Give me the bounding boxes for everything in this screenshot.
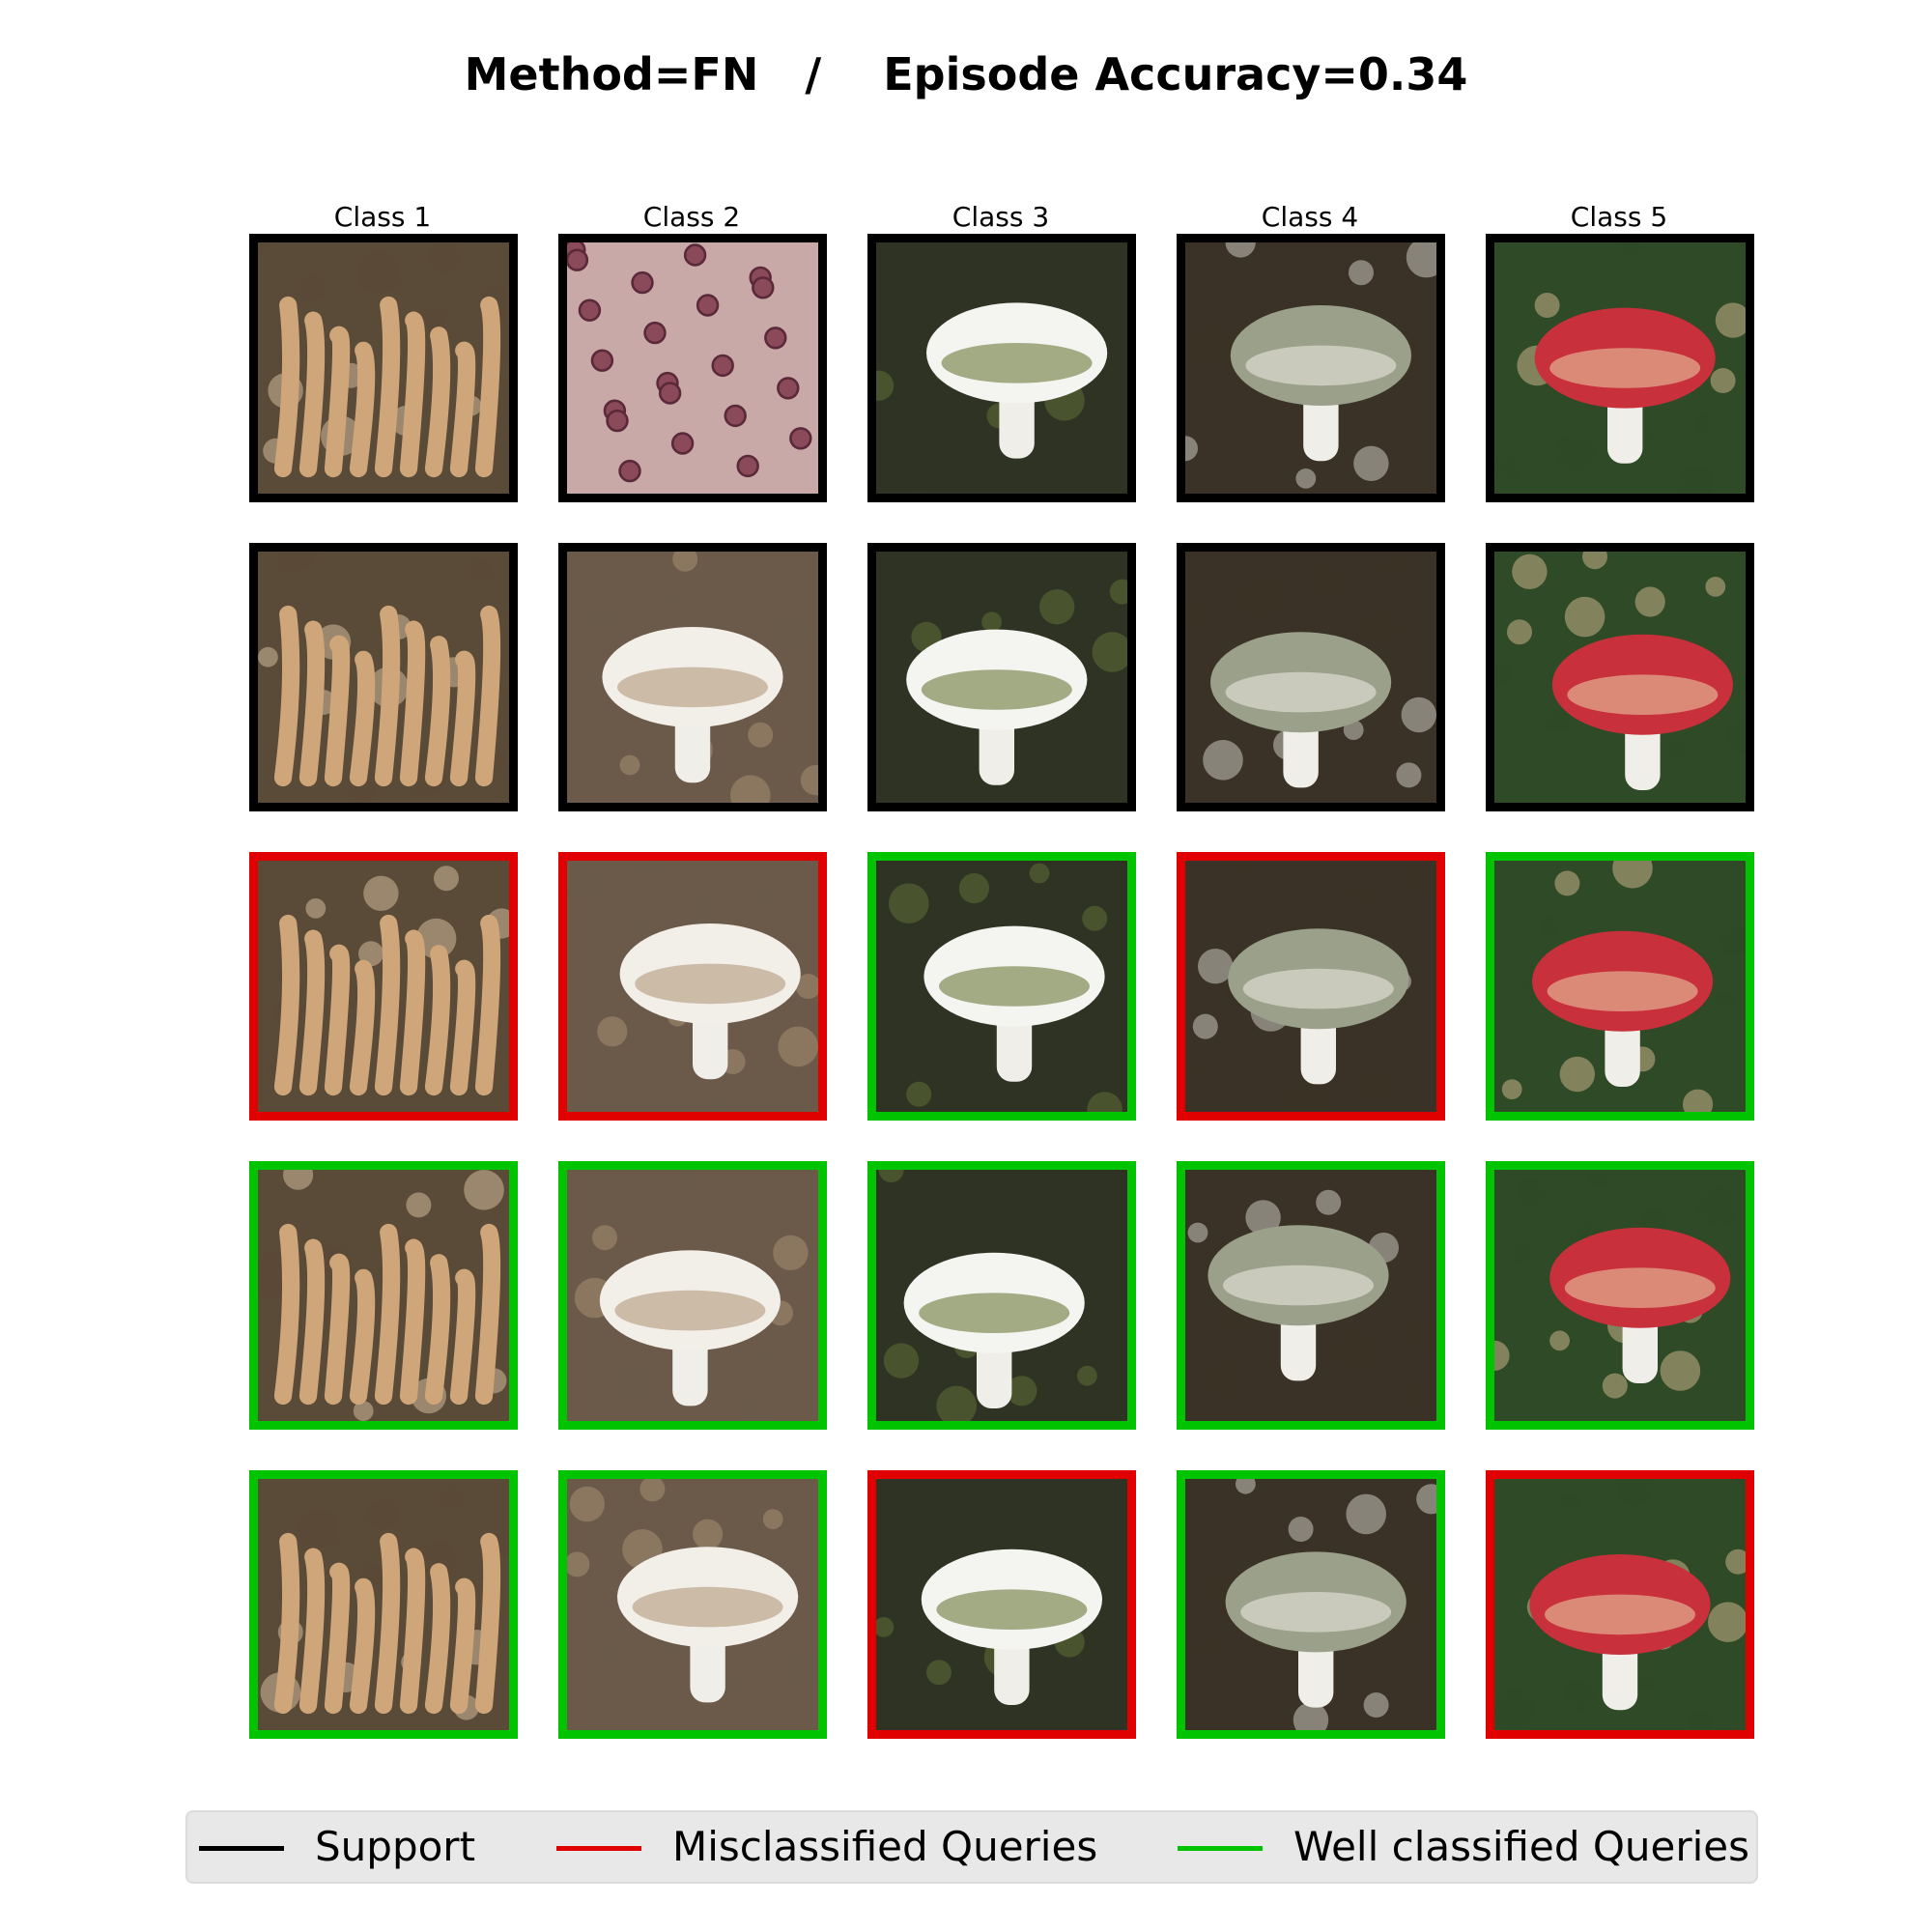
column-header-class-2: Class 2 (642, 201, 741, 233)
mushroom-image-row-5-class-3 (876, 1479, 1127, 1730)
legend-label-misclassified: Misclassified Queries (672, 1823, 1098, 1870)
grid-cell-row-5-class-1 (249, 1470, 518, 1739)
mushroom-image-row-5-class-5 (1494, 1479, 1746, 1730)
legend-line-misclassified (556, 1846, 641, 1851)
mushroom-image-row-4-class-5 (1494, 1170, 1746, 1421)
grid-cell-row-1-class-1 (249, 234, 518, 502)
mushroom-image-row-2-class-4 (1185, 552, 1436, 803)
grid-cell-row-2-class-4 (1177, 543, 1445, 811)
grid-cell-row-3-class-5 (1486, 852, 1754, 1121)
grid-cell-row-2-class-3 (867, 543, 1136, 811)
mushroom-image-row-1-class-2 (567, 242, 818, 494)
mushroom-image-row-5-class-2 (567, 1479, 818, 1730)
mushroom-image-row-2-class-1 (258, 552, 509, 803)
column-headers: Class 1 Class 2 Class 3 Class 4 Class 5 (0, 198, 1932, 237)
mushroom-image-row-3-class-3 (876, 861, 1127, 1112)
grid-cell-row-5-class-4 (1177, 1470, 1445, 1739)
legend-line-support (199, 1846, 284, 1851)
grid-cell-row-3-class-4 (1177, 852, 1445, 1121)
mushroom-image-row-1-class-3 (876, 242, 1127, 494)
mushroom-image-row-4-class-3 (876, 1170, 1127, 1421)
grid-cell-row-1-class-5 (1486, 234, 1754, 502)
grid-cell-row-5-class-2 (558, 1470, 827, 1739)
mushroom-image-row-2-class-5 (1494, 552, 1746, 803)
mushroom-image-row-3-class-2 (567, 861, 818, 1112)
column-header-class-1: Class 1 (333, 201, 432, 233)
grid-cell-row-3-class-1 (249, 852, 518, 1121)
grid-cell-row-4-class-3 (867, 1161, 1136, 1430)
grid-cell-row-4-class-5 (1486, 1161, 1754, 1430)
mushroom-image-row-1-class-4 (1185, 242, 1436, 494)
grid-cell-row-1-class-4 (1177, 234, 1445, 502)
column-header-class-4: Class 4 (1261, 201, 1359, 233)
legend-line-well-classified (1178, 1846, 1263, 1851)
mushroom-image-row-4-class-1 (258, 1170, 509, 1421)
mushroom-image-row-3-class-1 (258, 861, 509, 1112)
mushroom-image-row-3-class-4 (1185, 861, 1436, 1112)
mushroom-image-row-1-class-1 (258, 242, 509, 494)
legend: Support Misclassified Queries Well class… (185, 1810, 1758, 1884)
mushroom-image-row-3-class-5 (1494, 861, 1746, 1112)
legend-label-well-classified: Well classified Queries (1293, 1823, 1750, 1870)
mushroom-image-row-5-class-4 (1185, 1479, 1436, 1730)
grid-cell-row-5-class-5 (1486, 1470, 1754, 1739)
mushroom-image-row-4-class-4 (1185, 1170, 1436, 1421)
column-header-class-5: Class 5 (1570, 201, 1668, 233)
grid-cell-row-2-class-2 (558, 543, 827, 811)
grid-cell-row-4-class-1 (249, 1161, 518, 1430)
grid-cell-row-2-class-5 (1486, 543, 1754, 811)
grid-cell-row-4-class-4 (1177, 1161, 1445, 1430)
grid-cell-row-3-class-3 (867, 852, 1136, 1121)
mushroom-image-row-1-class-5 (1494, 242, 1746, 494)
mushroom-image-row-2-class-2 (567, 552, 818, 803)
mushroom-image-row-4-class-2 (567, 1170, 818, 1421)
figure-title: Method=FN / Episode Accuracy=0.34 (464, 48, 1468, 100)
grid-cell-row-2-class-1 (249, 543, 518, 811)
column-header-class-3: Class 3 (952, 201, 1050, 233)
mushroom-image-row-5-class-1 (258, 1479, 509, 1730)
grid-cell-row-1-class-2 (558, 234, 827, 502)
grid-cell-row-5-class-3 (867, 1470, 1136, 1739)
grid-cell-row-1-class-3 (867, 234, 1136, 502)
mushroom-image-row-2-class-3 (876, 552, 1127, 803)
grid-cell-row-4-class-2 (558, 1161, 827, 1430)
grid-cell-row-3-class-2 (558, 852, 827, 1121)
legend-label-support: Support (315, 1823, 476, 1870)
